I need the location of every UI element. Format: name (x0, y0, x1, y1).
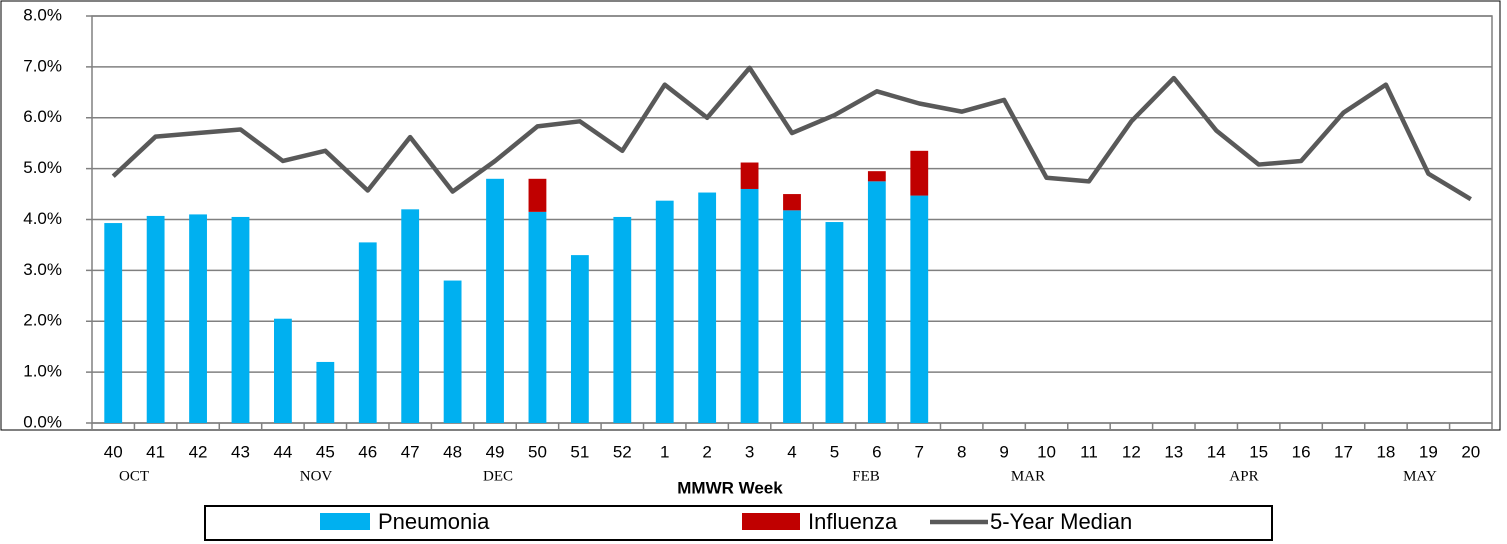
bar (274, 318, 292, 423)
bar (528, 178, 547, 212)
x-tick-label: 52 (613, 442, 632, 461)
chart-frame (0, 0, 1501, 431)
x-tick-label: 40 (104, 442, 123, 461)
bar (189, 214, 207, 423)
x-tick-label: 49 (486, 442, 505, 461)
y-tick-label: 0.0% (23, 412, 62, 431)
x-tick-label: 42 (189, 442, 208, 461)
x-tick-label: 10 (1037, 442, 1056, 461)
bar (740, 188, 759, 423)
bar (867, 171, 886, 182)
bar (655, 200, 674, 423)
x-tick-label: 48 (443, 442, 462, 461)
x-tick-label: 8 (957, 442, 966, 461)
month-label: DEC (483, 468, 513, 484)
x-tick-label: 50 (528, 442, 547, 461)
x-tick-label: 5 (830, 442, 839, 461)
month-label: MAR (1011, 468, 1045, 484)
legend-label: Pneumonia (378, 509, 490, 534)
x-tick-label: 20 (1461, 442, 1480, 461)
bar (316, 361, 335, 423)
y-tick-label: 7.0% (23, 56, 62, 75)
x-tick-label: 4 (787, 442, 796, 461)
x-tick-label: 11 (1080, 442, 1098, 461)
bar (443, 280, 462, 423)
bar (613, 216, 632, 423)
x-tick-label: 16 (1292, 442, 1311, 461)
x-tick-label: 44 (273, 442, 292, 461)
legend-swatch (320, 513, 370, 530)
y-tick-label: 3.0% (23, 260, 62, 279)
x-tick-label: 3 (745, 442, 754, 461)
median-line (111, 65, 1472, 202)
legend-label: 5-Year Median (990, 509, 1132, 534)
x-tick-label: 17 (1334, 442, 1353, 461)
month-label: MAY (1403, 468, 1437, 484)
y-tick-label: 1.0% (23, 362, 62, 381)
bar (783, 194, 801, 211)
x-tick-label: 41 (146, 442, 165, 461)
x-tick-label: 13 (1164, 442, 1183, 461)
bar (740, 162, 759, 189)
y-tick-label: 6.0% (23, 107, 62, 126)
bar (231, 216, 250, 423)
bar (401, 209, 420, 423)
bar (867, 181, 886, 423)
bar (358, 242, 377, 423)
bar (825, 222, 844, 423)
bar (486, 178, 504, 423)
x-tick-label: 18 (1376, 442, 1395, 461)
bar (910, 195, 929, 423)
bar (698, 192, 717, 423)
month-label: NOV (300, 468, 333, 484)
x-tick-label: 43 (231, 442, 250, 461)
x-tick-label: 12 (1122, 442, 1141, 461)
bar (570, 255, 589, 423)
legend-swatch (742, 513, 800, 530)
x-tick-label: 51 (570, 442, 589, 461)
y-tick-label: 8.0% (23, 5, 62, 24)
y-tick-label: 5.0% (23, 158, 62, 177)
bar (783, 210, 801, 423)
legend-label: Influenza (808, 509, 898, 534)
bar (528, 211, 547, 423)
y-tick-label: 4.0% (23, 209, 62, 228)
x-tick-label: 2 (702, 442, 711, 461)
x-tick-label: 6 (872, 442, 881, 461)
bar (146, 215, 165, 423)
x-tick-label: 14 (1207, 442, 1226, 461)
bar (910, 150, 929, 196)
x-tick-label: 9 (999, 442, 1008, 461)
x-axis-title: MMWR Week (677, 478, 783, 497)
y-tick-label: 2.0% (23, 311, 62, 330)
month-label: OCT (119, 468, 149, 484)
x-tick-label: 47 (401, 442, 420, 461)
x-tick-label: 45 (316, 442, 335, 461)
month-label: FEB (852, 468, 880, 484)
x-tick-label: 19 (1419, 442, 1438, 461)
x-tick-label: 7 (915, 442, 924, 461)
month-label: APR (1229, 468, 1258, 484)
x-tick-label: 1 (660, 442, 669, 461)
x-tick-label: 46 (358, 442, 377, 461)
x-tick-label: 15 (1249, 442, 1268, 461)
legend-box (204, 505, 1273, 541)
bar (104, 223, 123, 423)
